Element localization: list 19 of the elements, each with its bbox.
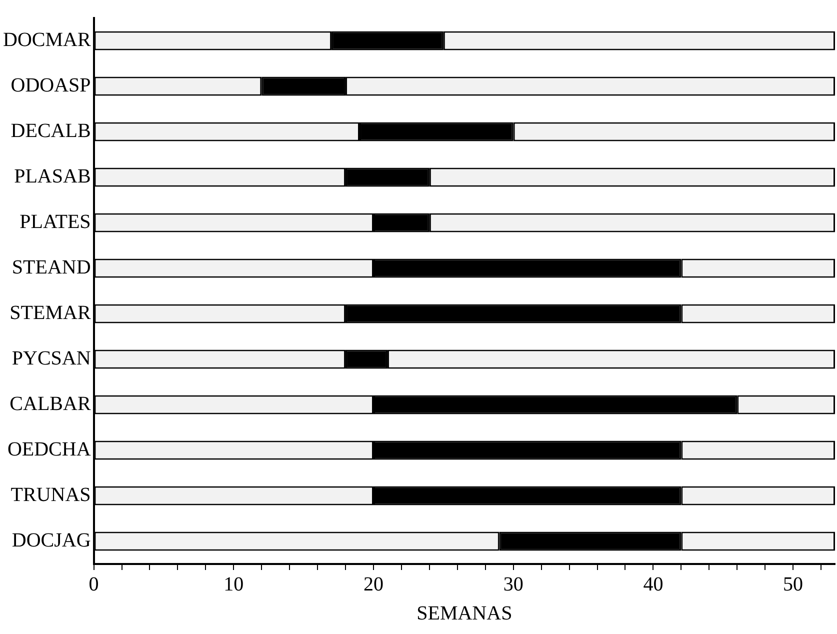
x-tick-label: 30 <box>503 573 524 596</box>
y-tick-label: TRUNAS <box>10 484 91 506</box>
x-axis-title: SEMANAS <box>416 602 512 624</box>
x-tick-label: 10 <box>224 573 244 596</box>
y-tick-label: PYCSAN <box>12 348 91 370</box>
y-tick-label: ODOASP <box>10 74 91 96</box>
y-tick-label: OEDCHA <box>7 438 92 460</box>
x-tick-label: 50 <box>783 573 804 596</box>
y-tick-label: STEMAR <box>10 302 92 324</box>
y-tick-label: STEAND <box>12 256 91 278</box>
y-tick-label: CALBAR <box>10 393 92 415</box>
x-tick-label: 20 <box>363 573 384 596</box>
x-tick-label: 40 <box>643 573 664 596</box>
y-tick-label: DOCMAR <box>2 29 92 51</box>
y-tick-label: PLASAB <box>14 166 91 188</box>
y-tick-label: DECALB <box>10 120 91 142</box>
y-tick-label: PLATES <box>20 211 91 233</box>
x-tick-label: 0 <box>88 573 99 596</box>
y-tick-label: DOCJAG <box>12 530 91 552</box>
